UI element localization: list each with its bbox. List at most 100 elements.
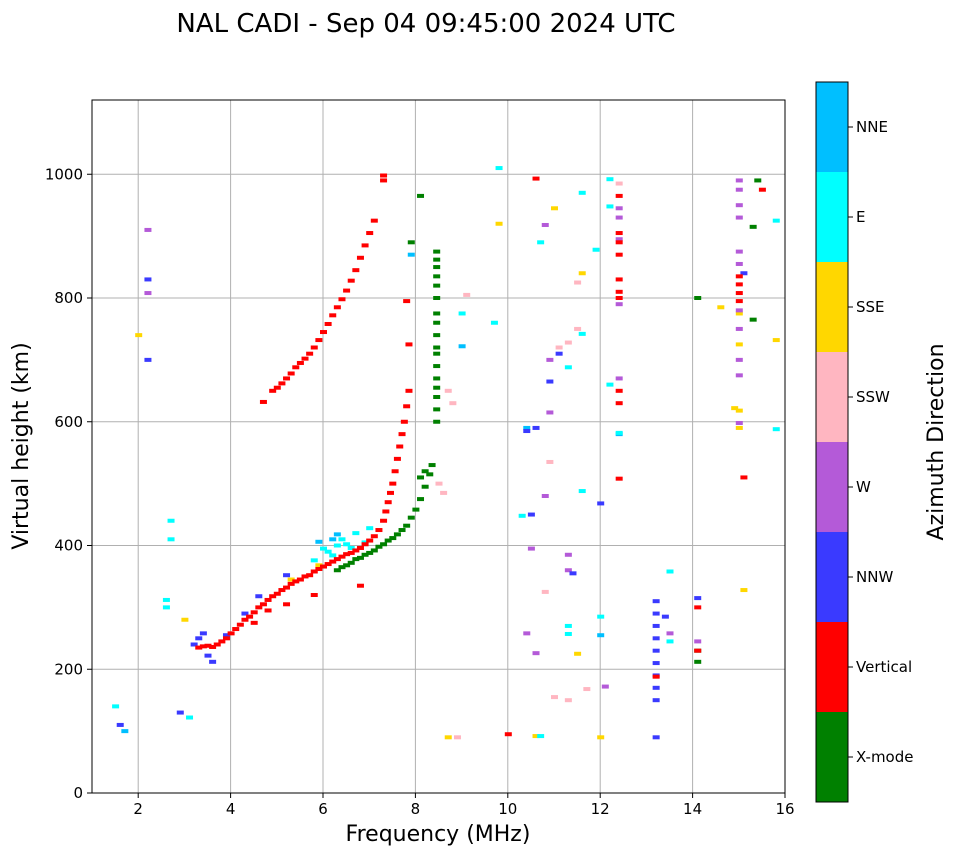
data-point [190,642,198,647]
data-point [246,614,254,619]
data-point [144,277,152,282]
data-point [310,558,318,563]
data-point [615,302,623,307]
data-point [541,494,549,498]
data-point [366,538,374,543]
data-point [209,659,217,664]
x-tick-label: 4 [226,800,236,818]
data-point [555,345,563,350]
data-point [661,614,669,619]
data-point [615,430,623,435]
data-point [412,507,420,512]
data-point [356,255,364,260]
data-point [666,639,674,644]
data-point [735,261,743,266]
data-point [352,548,360,553]
data-points [112,166,780,740]
data-point [754,178,762,183]
data-point [574,651,582,656]
data-point [393,532,401,537]
data-point [615,277,623,282]
data-point [417,497,425,502]
colorbar-title: Azimuth Direction [924,343,949,540]
data-point [652,636,660,641]
data-point [421,484,429,489]
data-point [301,356,309,361]
series-e [112,166,780,739]
data-point [255,594,263,599]
colorbar-label: Vertical [856,658,912,676]
data-point [135,333,143,338]
data-point [583,687,591,692]
data-point [546,410,554,415]
data-point [204,643,212,648]
data-point [389,536,397,541]
data-point [296,360,304,365]
series-x-mode [333,178,762,664]
data-point [403,523,411,528]
data-point [440,490,448,495]
data-point [615,376,623,381]
data-point [241,617,249,622]
y-tick-label: 1000 [45,165,83,183]
data-point [315,567,323,572]
data-point [694,296,702,300]
data-point [356,555,364,560]
data-point [162,605,170,610]
data-point [615,296,623,300]
x-tick-label: 12 [591,800,610,818]
data-point [564,340,572,345]
data-point [343,288,351,293]
data-point [433,376,441,381]
data-point [652,735,660,740]
data-point [407,240,415,245]
data-point [329,313,337,318]
grid-lines [92,100,786,794]
plot-frame [91,99,786,794]
data-point [384,500,392,505]
data-point [398,432,406,437]
data-point [250,610,258,615]
data-point [615,252,623,257]
data-point [666,569,674,574]
data-point [615,237,623,242]
data-point [615,181,623,186]
colorbar-label: SSE [856,298,885,316]
data-point [735,357,743,362]
data-point [532,734,540,739]
data-point [433,265,441,270]
data-point [347,550,355,555]
data-point [735,425,743,430]
data-point [735,282,743,287]
data-point [749,317,757,322]
data-point [320,546,327,551]
data-point [227,631,235,636]
data-point [382,509,390,514]
data-point [735,408,743,413]
data-point [421,469,429,474]
data-point [615,289,623,294]
data-point [449,401,457,406]
data-point [352,268,360,273]
series-vertical [195,173,766,737]
data-point [366,550,374,555]
data-point [652,661,660,666]
data-point [735,308,743,313]
colorbar-label: X-mode [856,748,913,766]
data-point [527,512,535,517]
colorbar-segment-vertical [816,622,848,712]
data-point [578,489,586,494]
data-point [527,546,535,551]
data-point [380,518,388,523]
colorbar-label: NNW [856,568,893,586]
data-point [329,553,337,558]
data-point [606,204,614,209]
data-point [435,481,443,486]
colorbar-segment-w [816,442,848,532]
data-point [292,365,300,370]
series-nnw [116,271,748,740]
colorbar-segment-e [816,172,848,262]
data-point [735,420,743,425]
y-axis-ticks: 0 200 400 600 800 1000 [45,165,92,802]
data-point [578,331,586,336]
